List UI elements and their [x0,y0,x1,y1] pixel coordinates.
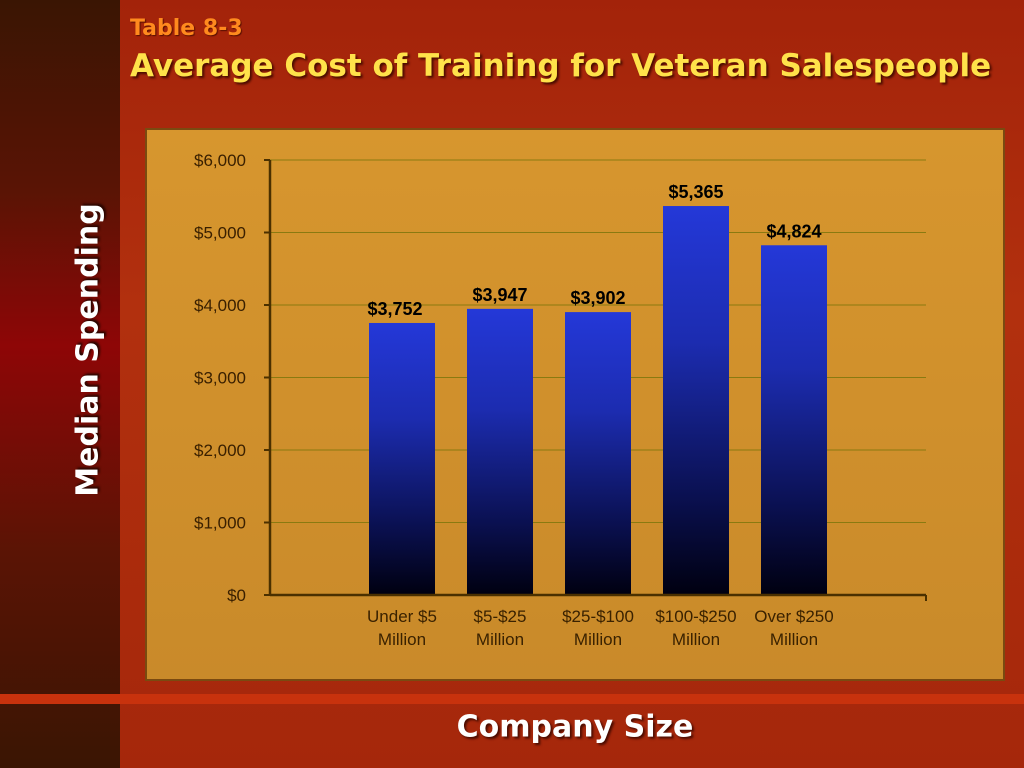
y-tick-label: $6,000 [194,151,246,170]
data-label: $5,365 [668,182,723,202]
x-category-label: Million [770,630,818,649]
x-category-label: $100-$250 [655,607,736,626]
y-tick-label: $1,000 [194,514,246,533]
bar [761,245,827,595]
x-category-label: $5-$25 [474,607,527,626]
labels: $0 $1,000 $2,000 $3,000 $4,000 $5,000 $6,000 $3… [194,151,834,649]
y-tick-label: $5,000 [194,224,246,243]
slide-title: Average Cost of Training for Veteran Sal… [130,48,992,84]
x-category-label: Over $250 [754,607,833,626]
x-category-label: Under $5 [367,607,437,626]
x-axis-title: Company Size [456,709,694,745]
data-label: $3,902 [570,288,625,308]
y-tick-label: $3,000 [194,369,246,388]
data-label: $3,947 [472,285,527,305]
x-category-label: $25-$100 [562,607,634,626]
bar [663,206,729,595]
bars [369,206,827,595]
data-label: $4,824 [766,221,821,241]
y-tick-label: $2,000 [194,441,246,460]
left-decorative-band [0,0,120,768]
data-label: $3,752 [367,299,422,319]
x-category-label: Million [378,630,426,649]
x-category-label: Million [476,630,524,649]
bottom-divider-stripe [0,694,1024,704]
bar [369,322,435,595]
y-tick-label: $4,000 [194,296,246,315]
x-category-label: Million [672,630,720,649]
bar [565,312,631,595]
slide-subtitle: Table 8-3 [130,16,243,41]
y-tick-label: $0 [227,586,246,605]
axes [264,159,927,601]
bar [467,308,533,595]
x-category-label: Million [574,630,622,649]
